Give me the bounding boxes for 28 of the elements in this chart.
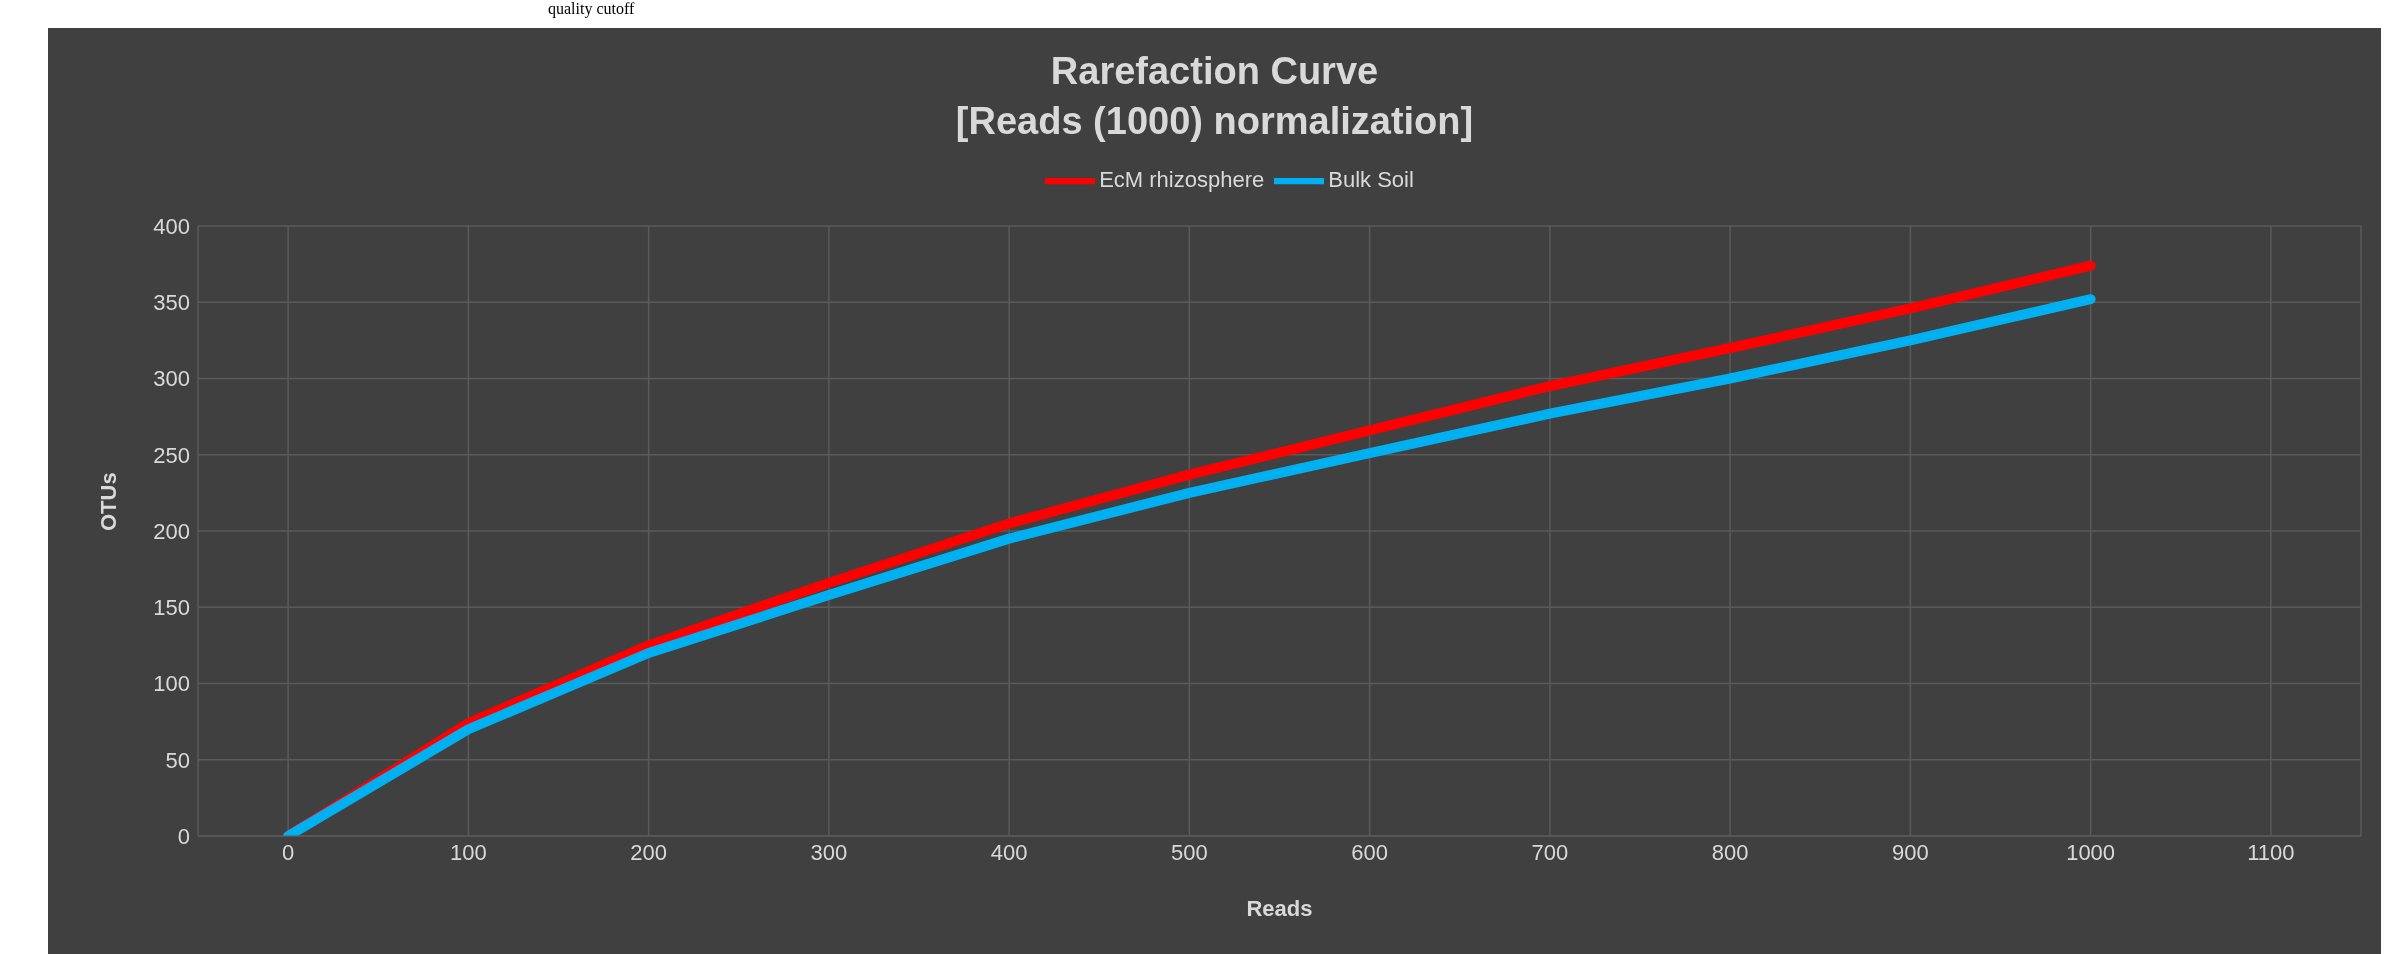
x-tick-label: 900: [1892, 839, 1929, 865]
y-tick-label: 300: [153, 366, 190, 392]
chart-subtitle: [Reads (1000) normalization]: [954, 99, 1475, 144]
x-tick-label: 600: [1351, 839, 1388, 865]
y-tick-label: 150: [153, 595, 190, 621]
x-tick-label: 200: [630, 839, 667, 865]
legend-label: EcM rhizosphere: [1099, 166, 1265, 192]
y-tick-label: 100: [153, 671, 190, 697]
y-tick-label: 0: [177, 823, 190, 849]
y-tick-label: 250: [153, 442, 190, 468]
x-tick-label: 500: [1171, 839, 1208, 865]
y-tick-label: 50: [165, 747, 190, 773]
chart-title: Rarefaction Curve: [1049, 49, 1380, 94]
x-tick-label: 1100: [2247, 839, 2295, 865]
y-tick-label: 350: [153, 290, 190, 316]
legend-label: Bulk Soil: [1328, 166, 1414, 192]
x-tick-label: 800: [1711, 839, 1749, 865]
x-tick-label: 400: [990, 839, 1028, 865]
y-tick-label: 200: [153, 518, 190, 544]
x-axis-title: Reads: [1246, 896, 1313, 921]
y-tick-label: 400: [153, 213, 190, 239]
x-tick-label: 300: [810, 839, 848, 865]
x-tick-label: 1000: [2066, 839, 2116, 865]
x-tick-label: 700: [1531, 839, 1569, 865]
y-axis-title: OTUs: [95, 472, 121, 531]
x-tick-label: 0: [282, 839, 295, 865]
x-tick-label: 100: [450, 839, 487, 865]
text: quality cutoff: [548, 0, 635, 18]
